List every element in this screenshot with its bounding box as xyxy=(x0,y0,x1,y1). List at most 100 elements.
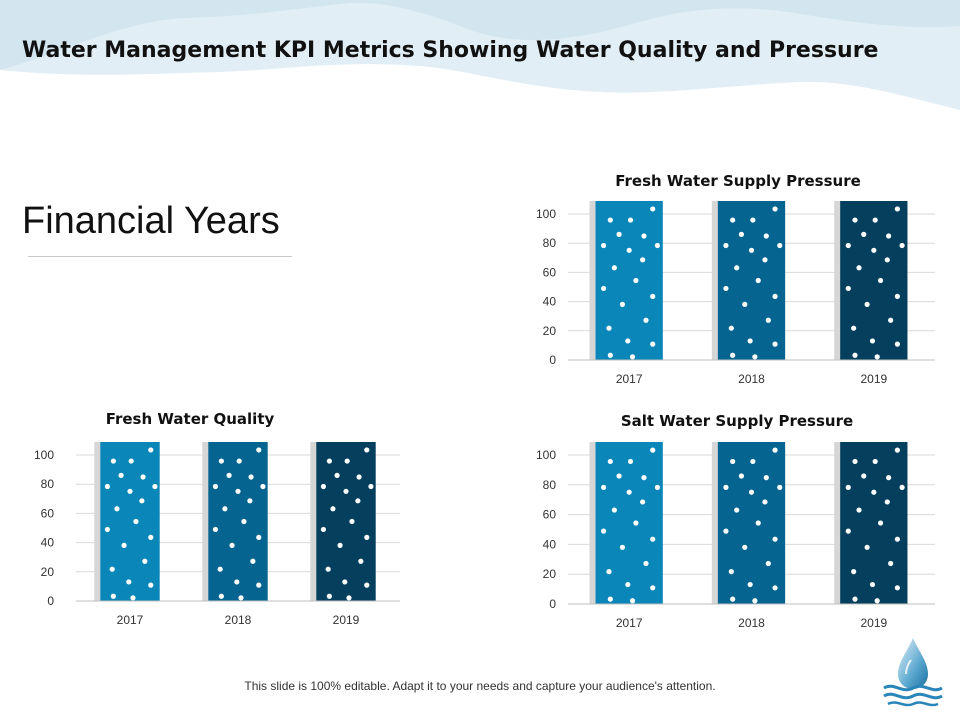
bar-shadow xyxy=(202,442,211,601)
bar-dot xyxy=(752,598,758,604)
bar-dot xyxy=(763,233,769,239)
bar-dot xyxy=(734,507,740,513)
bar-dot xyxy=(325,566,331,572)
bar-dot xyxy=(337,542,343,548)
bar-dot xyxy=(368,483,374,490)
bar-dot xyxy=(619,301,626,307)
water-drop-logo-icon xyxy=(883,638,943,707)
bar-dot xyxy=(894,206,900,212)
bar-dot xyxy=(650,447,656,453)
bar-dot xyxy=(852,217,858,223)
bar-dot xyxy=(133,518,139,525)
chart-title-fresh-water-quality: Fresh Water Quality xyxy=(105,410,275,428)
bar-dot xyxy=(734,265,740,271)
bar-dot xyxy=(869,581,876,588)
bar-dot xyxy=(139,498,145,504)
financial-years-heading: Financial Years xyxy=(22,200,280,242)
bar-dot xyxy=(747,581,753,588)
bar-dot xyxy=(218,458,224,464)
bar-dot xyxy=(772,536,778,542)
y-tick-label: 80 xyxy=(543,478,557,492)
bar-dot xyxy=(856,507,862,513)
bar-2017 xyxy=(595,442,663,604)
bar-dot xyxy=(600,285,607,292)
bar-dot xyxy=(248,474,254,480)
bar-dot xyxy=(742,301,748,307)
x-tick-label: 2017 xyxy=(616,616,643,630)
bar-dot xyxy=(643,560,649,567)
bar-dot xyxy=(326,458,332,464)
bar-dot xyxy=(650,293,656,299)
bar-2019 xyxy=(840,442,908,604)
bar-dot xyxy=(250,558,256,564)
bar-dot xyxy=(877,277,884,284)
bar-dot xyxy=(152,483,158,490)
bar-dot xyxy=(869,338,876,344)
bar-dot xyxy=(762,257,768,263)
y-tick-label: 60 xyxy=(41,506,55,520)
bar-shadow xyxy=(589,201,598,360)
bar-2018 xyxy=(717,201,786,360)
bar-dot xyxy=(772,206,778,212)
bar-dot xyxy=(650,585,656,591)
y-tick-label: 40 xyxy=(543,537,557,551)
y-tick-label: 100 xyxy=(536,448,556,462)
bar-dot xyxy=(626,247,632,253)
bar-dot xyxy=(343,488,349,494)
bar-dot xyxy=(625,581,631,588)
bar-dot xyxy=(861,473,867,479)
bar-dot xyxy=(654,242,661,249)
bar-dot xyxy=(894,341,900,347)
bar-dot xyxy=(148,447,154,453)
bar-dot xyxy=(643,317,649,323)
bar-dot xyxy=(229,542,235,548)
bar-dot xyxy=(629,598,636,604)
bar-dot xyxy=(852,596,858,602)
bar-dot xyxy=(894,536,900,542)
bar-dot xyxy=(627,458,634,465)
wave-shape xyxy=(0,3,960,110)
bar-dot xyxy=(212,526,219,533)
bar-dot xyxy=(738,231,745,237)
bar-shadow xyxy=(834,201,843,360)
bar-shadow xyxy=(711,201,720,360)
bar-dot xyxy=(861,231,867,237)
bar-dot xyxy=(600,528,607,534)
bar-dot xyxy=(260,483,266,490)
x-tick-label: 2019 xyxy=(860,372,887,386)
bar-dot xyxy=(654,484,661,490)
x-tick-label: 2018 xyxy=(738,372,765,386)
bar-dot xyxy=(236,458,242,464)
bar-2017 xyxy=(595,201,663,360)
bar-dot xyxy=(872,217,878,223)
bar-dot xyxy=(894,585,900,591)
bar-dot xyxy=(140,474,146,480)
bar-dot xyxy=(611,507,617,513)
bar-dot xyxy=(723,285,729,292)
bar-dot xyxy=(320,526,327,533)
bar-dot xyxy=(750,217,756,223)
y-tick-label: 100 xyxy=(536,207,556,221)
bar-dot xyxy=(358,558,364,564)
bar-dot xyxy=(238,595,244,601)
bar-dot xyxy=(742,544,748,550)
bar-dot xyxy=(871,247,877,253)
bar-dot xyxy=(852,458,858,465)
bar-dot xyxy=(872,458,878,465)
bar-dot xyxy=(104,483,111,490)
bar-dot xyxy=(627,217,634,223)
bar-dot xyxy=(772,447,778,453)
bar-dot xyxy=(241,518,247,525)
bar-dot xyxy=(326,593,332,599)
bar-dot xyxy=(641,233,647,239)
bar-dot xyxy=(852,352,858,358)
wave-shape-top xyxy=(0,0,960,70)
bar-dot xyxy=(104,526,111,533)
bar-dot xyxy=(600,242,607,249)
bar-dot xyxy=(762,499,768,505)
bar-dot xyxy=(611,265,617,271)
bar-dot xyxy=(218,593,224,599)
bar-dot xyxy=(625,338,631,344)
bar-dot xyxy=(212,483,219,490)
bar-dot xyxy=(364,582,370,588)
